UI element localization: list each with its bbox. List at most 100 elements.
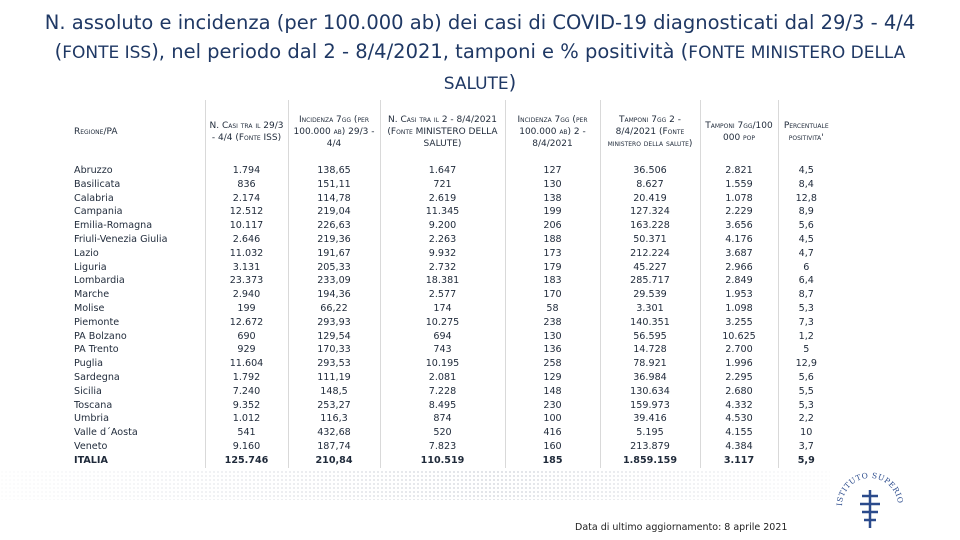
table-row: Emilia-Romagna 10.117 226,63 9.200 206 163.22… (72, 219, 834, 233)
cell: 2.732 (379, 260, 505, 275)
cell: 194,36 (287, 288, 380, 302)
cell: 1.859.159 (599, 453, 700, 468)
cell: 1,2 (777, 329, 834, 344)
cell: 191,67 (287, 246, 380, 261)
cell: 2.646 (204, 232, 288, 247)
cell: 206 (504, 219, 600, 233)
update-note: Data di ultimo aggiornamento: 8 aprile 2… (575, 522, 788, 533)
cell: 213.879 (599, 439, 700, 454)
cell: 4,5 (777, 164, 834, 178)
cell: 136 (504, 343, 600, 358)
cell: 8,7 (777, 288, 834, 302)
column-header: N. Casi tra il 2 - 8/4/2021 (Fonte MINIS… (379, 100, 505, 164)
cell: 10.275 (379, 315, 505, 330)
region-cell: Liguria (74, 261, 107, 273)
cell: 4,5 (777, 232, 834, 247)
cell: 187,74 (287, 439, 380, 454)
cell: 78.921 (599, 357, 700, 371)
cell: 1.078 (699, 191, 778, 206)
cell: 2.174 (204, 191, 288, 206)
table-row: Umbria 1.012 116,3 874 100 39.416 4.530 2,2 (72, 412, 834, 427)
cell: 3,7 (777, 439, 834, 454)
table-row: Lazio 11.032 191,67 9.932 173 212.224 3.687 4,7 (72, 246, 834, 261)
cell: 10.117 (204, 219, 288, 233)
cell: 66,22 (287, 301, 380, 316)
cell: 11.604 (204, 357, 288, 371)
cell: 130 (504, 329, 600, 344)
cell: 238 (504, 315, 600, 330)
logo-text: ISTITUTO SUPERIORE DI SANITÀ (832, 466, 904, 506)
title-part: ) (508, 71, 517, 94)
column-header: Percentuale positivita' (777, 100, 834, 164)
cell: 2.295 (699, 370, 778, 385)
column-header: Incidenza 7gg (per 100.000 ab) 29/3 - 4/… (287, 100, 380, 164)
cell: 130.634 (599, 384, 700, 399)
cell: 4.530 (699, 412, 778, 427)
cell: 12,8 (777, 191, 834, 206)
region-cell: PA Bolzano (74, 330, 127, 342)
cell: 58 (504, 301, 600, 316)
cell: 1.953 (699, 288, 778, 302)
cell: 8,9 (777, 205, 834, 220)
column-header: Regione/PA (74, 127, 118, 137)
cell: 148 (504, 384, 600, 399)
table-row: Lombardia 23.373 233,09 18.381 183 285.717 2.8… (72, 274, 834, 289)
cell: 45.227 (599, 260, 700, 275)
table-row: Veneto 9.160 187,74 7.823 160 213.879 4.384 3,7 (72, 439, 834, 454)
cell: 127 (504, 164, 600, 178)
cell: 5,5 (777, 384, 834, 399)
cell: 138,65 (287, 164, 380, 178)
cell: 219,04 (287, 205, 380, 220)
region-cell: PA Trento (74, 344, 119, 356)
cell: 2,2 (777, 412, 834, 427)
cell: 129 (504, 370, 600, 385)
cell: 2.940 (204, 288, 288, 302)
cell: 9.932 (379, 246, 505, 261)
table-row: Piemonte 12.672 293,93 10.275 238 140.351 3.25… (72, 315, 834, 330)
title-part: N. assoluto e incidenza (per 100.000 ab)… (44, 11, 916, 63)
cell: 520 (379, 426, 505, 440)
cell: 130 (504, 177, 600, 192)
cell: 36.984 (599, 370, 700, 385)
cell: 12.512 (204, 205, 288, 220)
region-cell: ITALIA (74, 454, 108, 466)
cell: 1.098 (699, 301, 778, 316)
cell: 5,9 (777, 453, 834, 468)
table-row: Campania 12.512 219,04 11.345 199 127.324 2.22… (72, 205, 834, 220)
cell: 2.577 (379, 288, 505, 302)
cell: 285.717 (599, 274, 700, 289)
cell: 36.506 (599, 164, 700, 178)
cell: 5,3 (777, 301, 834, 316)
cell: 2.263 (379, 232, 505, 247)
table-row: ITALIA 125.746 210,84 110.519 185 1.859.159 3.… (72, 453, 834, 468)
table-row: Toscana 9.352 253,27 8.495 230 159.973 4.332 5,… (72, 398, 834, 413)
region-cell: Calabria (74, 192, 114, 204)
cell: 111,19 (287, 370, 380, 385)
cell: 29.539 (599, 288, 700, 302)
cell: 2.821 (699, 164, 778, 178)
cell: 929 (204, 343, 288, 358)
cell: 174 (379, 301, 505, 316)
cell: 690 (204, 329, 288, 344)
table-row: Puglia 11.604 293,53 10.195 258 78.921 1.996 12… (72, 357, 834, 371)
column-header: Tamponi 7gg 2 - 8/4/2021 (Fonte minister… (599, 100, 700, 164)
cell: 160 (504, 439, 600, 454)
cell: 56.595 (599, 329, 700, 344)
cell: 10.195 (379, 357, 505, 371)
cell: 170 (504, 288, 600, 302)
cell: 3.656 (699, 219, 778, 233)
cell: 205,33 (287, 260, 380, 275)
table-row: Molise 199 66,22 174 58 3.301 1.098 5,3 (72, 301, 834, 316)
cell: 2.229 (699, 205, 778, 220)
cell: 11.345 (379, 205, 505, 220)
cell: 226,63 (287, 219, 380, 233)
cell: 148,5 (287, 384, 380, 399)
column-header: N. Casi tra il 29/3 - 4/4 (Fonte ISS) (204, 100, 288, 164)
cell: 3.301 (599, 301, 700, 316)
cell: 2.680 (699, 384, 778, 399)
cell: 3.255 (699, 315, 778, 330)
region-cell: Veneto (74, 440, 108, 452)
cell: 230 (504, 398, 600, 413)
cell: 6 (777, 260, 834, 275)
